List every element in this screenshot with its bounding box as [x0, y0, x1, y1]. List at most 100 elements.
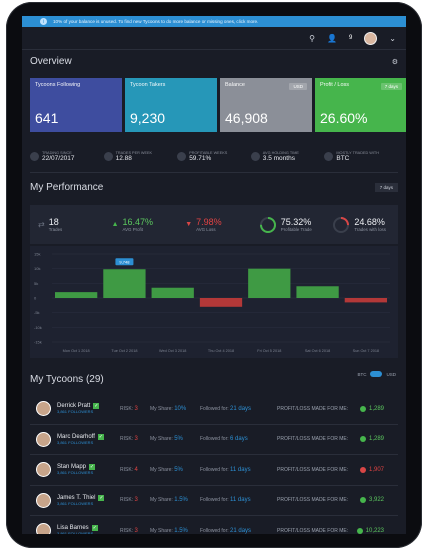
followed-label: Followed for:	[200, 405, 229, 412]
range-select[interactable]: 7 days	[380, 83, 402, 90]
card-label: Tycoon Takers	[130, 82, 166, 88]
card-value: 9,230	[130, 110, 166, 126]
status-dot-icon	[359, 436, 366, 443]
bar[interactable]	[199, 298, 243, 307]
user-avatar[interactable]	[364, 31, 378, 45]
perf-profitable-trade: 75.32% Profitable Trade	[251, 216, 325, 234]
tycoon-avatar	[36, 523, 51, 534]
followed-label: Followed for:	[200, 527, 229, 534]
bar[interactable]	[103, 269, 146, 298]
performance-strip: ⇄ 18 Trades ▲ 16.47% AVG Profit ▼ 7.98% AVG…	[30, 205, 398, 244]
stat-label: TRADES PER WEEK	[115, 150, 153, 155]
tycoon-name[interactable]: Marc Dearhoff	[57, 433, 95, 440]
tycoon-avatar	[36, 401, 51, 417]
stat-value: BTC	[336, 154, 350, 162]
stat-label: TRADING SINCE	[42, 150, 72, 155]
tycoons-header: My Tycoons (29)	[22, 368, 406, 385]
tycoon-avatar	[36, 431, 51, 447]
x-tick-label: Sun Oct 7 2018	[353, 349, 379, 353]
card-tycoons-following[interactable]: Tycoons Following 641	[30, 78, 122, 132]
x-tick-label: Mon Oct 1 2018	[63, 349, 90, 353]
perf-value: 7.98%	[196, 217, 222, 227]
tycoon-name[interactable]: Derrick Pratt	[57, 403, 91, 410]
currency-toggle[interactable]: BTC USD	[357, 371, 396, 377]
risk-label: RISK:	[120, 405, 134, 412]
clock-icon	[250, 151, 260, 161]
tycoon-row[interactable]: Derrick Pratt ✓ 3,861 FOLLOWERS RISK: 3 M…	[30, 394, 398, 425]
followed-label: Followed for:	[200, 497, 229, 504]
risk-label: RISK:	[120, 466, 134, 473]
check-icon: ✓	[97, 433, 104, 440]
followed-for: Followed for: 11 days	[200, 467, 251, 473]
performance-range-select[interactable]: 7 days	[374, 183, 398, 192]
tycoon-followers: 3,861 FOLLOWERS	[57, 439, 94, 445]
search-icon[interactable]: ⚲	[309, 33, 315, 43]
bar[interactable]	[344, 298, 387, 303]
tycoon-row[interactable]: Lisa Barnes ✓ 3,861 FOLLOWERS RISK: 3 My …	[30, 516, 398, 534]
y-tick-label: 10k	[34, 266, 40, 271]
perf-value: 16.47%	[122, 217, 154, 227]
followed-value: 21 days	[230, 405, 252, 412]
card-profit-loss[interactable]: Profit / Loss 7 days 26.60%	[315, 78, 406, 132]
toggle-right-label: USD	[386, 371, 396, 377]
stat-value: 3.5 months	[262, 154, 295, 162]
app-screen: i 10% of your balance is unused. To find…	[22, 16, 406, 534]
perf-label: AVG Profit	[122, 227, 143, 232]
share-value: 5%	[174, 466, 183, 473]
share: My Share: 1.5%	[150, 528, 188, 534]
stat-trading-since: TRADING SINCE 22/07/2017	[30, 140, 104, 172]
currency-select[interactable]: USD	[289, 83, 307, 90]
share-value: 5%	[174, 436, 183, 443]
tycoon-name[interactable]: Stan Mapp	[57, 464, 87, 471]
performance-chart: 15k 10k 5k 0 -5k -10k -15k Mon Oct 1 2018 Tue Oc…	[30, 246, 398, 358]
tycoon-name[interactable]: James T. Thiel	[57, 494, 96, 501]
bar[interactable]	[151, 287, 194, 298]
tycoon-row[interactable]: James T. Thiel ✓ 3,861 FOLLOWERS RISK: 3 …	[30, 486, 398, 516]
share-label: My Share:	[150, 405, 173, 412]
chevron-down-icon[interactable]: ⌄	[389, 33, 396, 43]
tycoon-name[interactable]: Lisa Barnes	[57, 525, 89, 532]
status-dot-icon	[359, 405, 366, 412]
risk: RISK: 3	[120, 436, 138, 442]
amount: 1,907	[359, 466, 384, 473]
x-tick-label: Thu Oct 4 2018	[208, 349, 234, 353]
tycoon-row[interactable]: Marc Dearhoff ✓ 3,861 FOLLOWERS RISK: 3 M…	[30, 425, 398, 455]
share-label: My Share:	[150, 527, 173, 534]
amount: 1,289	[359, 436, 384, 443]
followed-for: Followed for: 21 days	[200, 406, 251, 412]
followed-for: Followed for: 6 days	[200, 436, 248, 442]
stat-value: 59.71%	[189, 154, 212, 162]
status-dot-icon	[359, 497, 366, 504]
y-tick-label: 15k	[34, 252, 40, 257]
card-balance[interactable]: Balance USD 46,908	[220, 78, 312, 132]
stat-value: 22/07/2017	[42, 154, 75, 162]
stat-trades-per-week: TRADES PER WEEK 12.88	[103, 140, 178, 172]
notifications-icon[interactable]: 👤	[326, 33, 337, 43]
tycoon-row[interactable]: Stan Mapp ✓ 3,861 FOLLOWERS RISK: 4 My Sh…	[30, 455, 398, 486]
bar[interactable]	[55, 292, 98, 298]
y-tick-label: -15k	[34, 340, 42, 345]
x-tick-label: Wed Oct 3 2018	[159, 349, 186, 353]
notice-text: 10% of your balance is unused. To find n…	[53, 19, 259, 24]
bar[interactable]	[248, 268, 291, 298]
stat-profitable-weeks: PROFITABLE WEEKS 59.71%	[177, 140, 251, 172]
y-tick-label: -10k	[34, 325, 42, 330]
card-tycoon-takers[interactable]: Tycoon Takers 9,230	[125, 78, 217, 132]
performance-header: My Performance 7 days	[22, 176, 406, 193]
tycoon-avatar	[36, 492, 51, 508]
overview-header: Overview ⚙	[22, 50, 406, 67]
bar[interactable]	[296, 286, 339, 298]
calendar-icon	[30, 151, 39, 161]
followed-value: 11 days	[230, 497, 251, 504]
progress-ring-icon	[333, 216, 350, 233]
stats-strip: TRADING SINCE 22/07/2017 TRADES PER WEEK 1…	[30, 140, 398, 173]
card-value: 46,908	[225, 110, 268, 126]
progress-ring-icon	[259, 216, 276, 233]
amount-value: 1,907	[368, 466, 384, 473]
gear-icon[interactable]: ⚙	[391, 58, 398, 66]
perf-avg-profit: ▲ 16.47% AVG Profit	[104, 217, 178, 232]
followed-value: 21 days	[230, 527, 252, 534]
toggle-switch[interactable]	[370, 371, 383, 377]
swap-icon: ⇄	[38, 220, 45, 229]
amount: 3,922	[359, 497, 384, 504]
